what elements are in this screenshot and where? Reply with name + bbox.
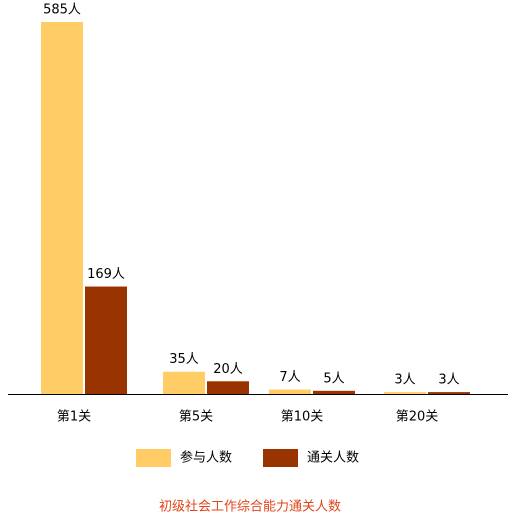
value-label: 169人 <box>87 267 125 282</box>
value-label: 20人 <box>213 362 243 377</box>
bar <box>85 286 127 394</box>
legend-label: 通关人数 <box>307 451 359 466</box>
x-tick-label: 第10关 <box>281 410 324 425</box>
value-label: 3人 <box>438 373 459 388</box>
value-label: 5人 <box>323 371 344 386</box>
bar <box>163 371 205 394</box>
bar <box>41 22 83 394</box>
x-tick-label: 第20关 <box>396 410 439 425</box>
value-label: 7人 <box>279 370 300 385</box>
legend-swatch <box>136 449 171 467</box>
chart-title: 初级社会工作综合能力通关人数 <box>159 499 341 515</box>
bar <box>313 390 355 394</box>
x-tick-label: 第1关 <box>57 410 91 425</box>
bar <box>207 381 249 394</box>
bar <box>428 392 470 394</box>
x-tick-label: 第5关 <box>179 410 213 425</box>
legend-swatch <box>263 449 298 467</box>
bar <box>269 389 311 394</box>
legend-label: 参与人数 <box>180 450 232 466</box>
value-label: 3人 <box>394 373 415 388</box>
value-label: 585人 <box>43 3 81 18</box>
value-label: 35人 <box>169 352 199 367</box>
bar <box>384 392 426 394</box>
